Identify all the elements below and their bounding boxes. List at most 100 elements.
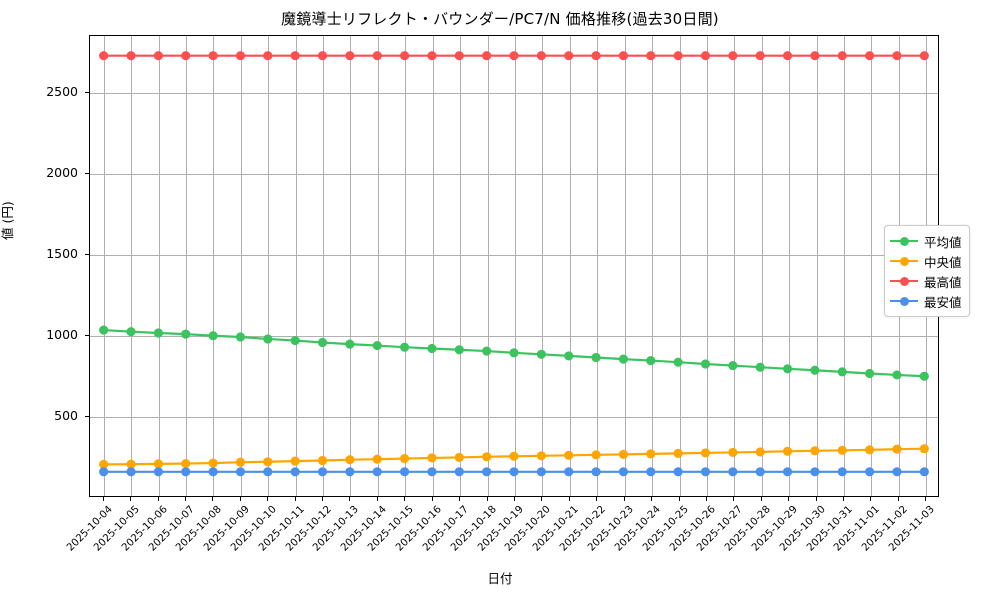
x-tick-mark [486,497,488,501]
gridline-horizontal [90,173,938,175]
data-point [700,467,711,477]
data-point [892,51,902,61]
data-point [208,331,218,341]
data-point [892,467,902,477]
data-point [290,51,300,61]
data-point [646,356,656,366]
x-tick-mark [349,497,351,501]
data-point [673,448,683,458]
data-point [700,51,711,61]
data-point [810,51,820,61]
data-point [591,467,601,477]
legend-item[interactable]: 最高値 [890,271,962,291]
series-平均値 [99,325,929,381]
data-point [126,467,136,477]
data-point [153,459,163,469]
gridline-vertical [377,36,379,496]
data-point [837,51,847,61]
data-point [591,450,601,460]
data-point [700,448,711,458]
data-point [399,453,410,464]
data-point [345,51,355,61]
data-point [427,453,437,463]
x-tick-mark [514,497,515,501]
data-point [591,51,601,61]
x-tick-mark [376,497,378,501]
gridline-vertical [131,36,133,496]
data-point [865,467,875,477]
gridline-vertical [405,36,407,496]
data-point [317,51,328,61]
data-point [263,51,273,61]
data-point [755,362,765,372]
data-point [235,51,246,61]
data-point [892,370,902,380]
data-point [153,51,163,61]
y-tick-mark [85,334,89,336]
gridline-vertical [350,36,352,496]
data-point [181,51,191,61]
legend-item[interactable]: 平均値 [890,231,962,251]
gridline-vertical [158,36,160,496]
data-point [317,467,328,477]
y-tick-label: 500 [54,407,78,423]
data-point [290,456,300,466]
data-point [673,51,683,61]
gridline-vertical [706,36,708,496]
data-point [208,467,218,477]
x-tick-mark [897,497,899,501]
data-point [755,467,765,477]
data-point [509,348,519,358]
data-point [536,349,546,359]
data-point [509,451,519,461]
data-point [153,467,163,477]
gridline-vertical [624,36,626,496]
data-point [208,458,218,468]
data-point [345,455,355,465]
gridline-vertical [761,36,763,496]
data-point [99,459,109,469]
x-tick-mark [184,497,186,501]
data-point [454,51,464,61]
legend-item[interactable]: 最安値 [890,291,962,311]
data-point [919,51,929,61]
data-point [755,447,765,457]
x-axis-label: 日付 [487,571,513,586]
gridline-vertical [871,36,873,496]
chart-legend: 平均値中央値 最高値 最安値 [884,225,970,317]
gridline-horizontal [90,254,938,256]
legend-label: 中央値 [924,254,962,270]
data-point [399,342,410,352]
gridline-vertical [652,36,654,496]
data-point [728,467,738,477]
x-tick-mark [239,497,241,501]
data-point [263,457,273,467]
data-point [345,339,355,349]
data-point [564,351,574,361]
data-point [317,455,328,466]
x-tick-mark [760,497,762,501]
chart-title: 魔鏡導士リフレクト・バウンダー/PC7/N 価格推移(過去30日間) [281,10,719,28]
data-point [372,467,382,477]
data-point [181,329,191,339]
gridline-vertical [185,36,187,496]
data-point [782,364,793,374]
x-tick-mark [678,497,680,501]
data-point [153,328,163,338]
data-point [564,51,574,61]
data-point [536,51,546,61]
x-tick-mark [404,497,406,501]
y-tick-mark [85,91,89,93]
legend-label: 平均値 [924,234,962,250]
series-最安値 [99,467,929,477]
series-最高値 [99,51,929,61]
legend-swatch-icon [890,274,918,288]
data-point [372,51,382,61]
data-point [618,51,629,61]
data-point [865,51,875,61]
gridline-vertical [734,36,736,496]
gridline-vertical [569,36,571,496]
data-point [564,467,574,477]
data-point [181,467,191,477]
legend-item[interactable]: 中央値 [890,251,962,271]
